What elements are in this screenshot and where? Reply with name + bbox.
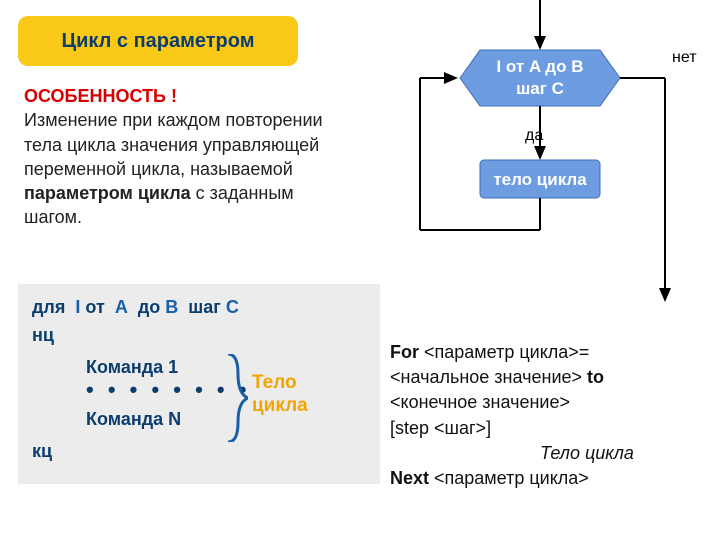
no-label: нет xyxy=(672,49,697,66)
next-kw: Next xyxy=(390,468,434,488)
for-start: <начальное значение> xyxy=(390,367,587,387)
for-to: to xyxy=(587,367,604,387)
title-badge: Цикл с параметром xyxy=(18,16,298,66)
brace-icon xyxy=(226,354,248,442)
for-param: <параметр цикла>= xyxy=(424,342,589,362)
pseudo-dots: • • • • • • • • xyxy=(32,380,366,400)
kw-for: для xyxy=(32,297,65,317)
var-b: B xyxy=(165,297,178,317)
for-line1: For <параметр цикла>= xyxy=(390,340,710,365)
body-label: Тело цикла xyxy=(252,372,308,418)
next-param: <параметр цикла> xyxy=(434,468,589,488)
flowchart: I от A до B шаг C да тело цикла нет xyxy=(390,0,710,330)
for-code-block: For <параметр цикла>= <начальное значени… xyxy=(390,340,710,491)
for-line4: [step <шаг>] xyxy=(390,416,710,441)
for-line3: <конечное значение> xyxy=(390,390,710,415)
kw-to: до xyxy=(138,297,160,317)
for-body: Тело цикла xyxy=(390,441,710,466)
pseudocode-box: для I от A до B шаг C нц Команда 1 • • •… xyxy=(18,284,380,484)
pseudo-header: для I от A до B шаг C xyxy=(32,294,366,320)
cond-line2: шаг C xyxy=(516,79,564,98)
cond-line1: I от A до B xyxy=(496,57,583,76)
body-text: тело цикла xyxy=(493,170,587,189)
body-label-1: Тело xyxy=(252,372,297,393)
yes-label: да xyxy=(525,127,543,144)
kw-from: от xyxy=(85,297,104,317)
var-i: I xyxy=(75,297,80,317)
body-label-2: цикла xyxy=(252,395,308,416)
kw-step: шаг xyxy=(188,297,221,317)
for-line2: <начальное значение> to xyxy=(390,365,710,390)
desc-bold: параметром цикла xyxy=(24,183,191,203)
var-c: C xyxy=(226,297,239,317)
for-next: Next <параметр цикла> xyxy=(390,466,710,491)
pseudo-cmdn: Команда N xyxy=(32,406,366,432)
var-a: A xyxy=(115,297,128,317)
desc-text1: Изменение при каждом повторении тела цик… xyxy=(24,110,323,179)
desc-heading: ОСОБЕННОСТЬ ! xyxy=(24,86,177,106)
pseudo-nc: нц xyxy=(32,322,366,348)
description-block: ОСОБЕННОСТЬ ! Изменение при каждом повто… xyxy=(24,84,344,230)
for-kw: For xyxy=(390,342,424,362)
flowchart-svg: I от A до B шаг C да тело цикла нет xyxy=(390,0,710,330)
title-text: Цикл с параметром xyxy=(61,30,254,53)
pseudo-kc: кц xyxy=(32,438,366,464)
